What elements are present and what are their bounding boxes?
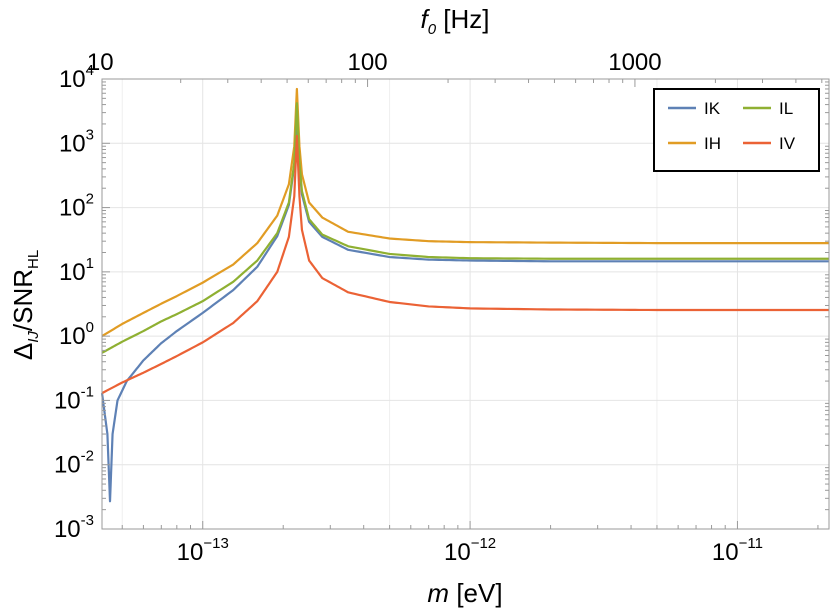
y-tick-exp: -3: [81, 512, 94, 529]
x-tick-label-0: 10−13: [177, 535, 229, 566]
y-tick-base: 10: [54, 516, 81, 543]
legend-label-il: IL: [779, 99, 793, 118]
legend-box: [653, 88, 820, 172]
y-tick-exp: 1: [86, 255, 94, 272]
legend-label-iv: IV: [779, 134, 796, 153]
plot-frame: [101, 78, 830, 530]
x-tick-exp: −11: [739, 535, 763, 552]
top-tick-label-1: 100: [348, 49, 388, 76]
x-tick-label-2: 10−11: [712, 535, 763, 566]
y-tick-label-7: 104: [59, 62, 94, 93]
legend: IK IL IH IV: [653, 88, 820, 172]
axes: [101, 78, 830, 530]
x-tick-base: 10: [712, 539, 739, 566]
series-group: [100, 87, 829, 503]
y-tick-base: 10: [54, 387, 81, 414]
series-line-iv: [101, 134, 829, 395]
y-axis-title: ΔIJ/SNRHL: [8, 250, 42, 360]
series-line-il: [101, 102, 829, 354]
y-tick-label-0: 10-3: [54, 512, 94, 543]
y-tick-base: 10: [59, 323, 86, 350]
y-tick-exp: -1: [81, 383, 94, 400]
y-tick-base: 10: [59, 130, 86, 157]
y-tick-exp: 3: [86, 126, 94, 143]
y-tick-label-6: 103: [59, 126, 94, 157]
x-tick-exp: −12: [471, 535, 496, 552]
y-tick-exp: 0: [86, 319, 94, 336]
y-tick-base: 10: [54, 452, 81, 479]
y-tick-base: 10: [59, 195, 86, 222]
x-axis-title: m [eV]: [427, 578, 502, 608]
y-tick-label-3: 100: [59, 319, 94, 350]
y-tick-label-5: 102: [59, 191, 94, 222]
top-axis-title: f0 [Hz]: [420, 4, 489, 38]
top-tick-label-0: 10: [87, 49, 114, 76]
legend-label-ih: IH: [704, 134, 721, 153]
y-tick-base: 10: [59, 66, 86, 93]
x-tick-base: 10: [177, 539, 204, 566]
y-tick-exp: -2: [81, 448, 94, 465]
top-tick-label-2: 1000: [608, 49, 661, 76]
y-tick-label-1: 10-2: [54, 448, 94, 479]
y-tick-label-4: 101: [59, 255, 94, 286]
y-tick-exp: 4: [86, 62, 94, 79]
y-tick-base: 10: [59, 259, 86, 286]
x-tick-exp: −13: [203, 535, 228, 552]
y-tick-label-2: 10-1: [54, 383, 94, 414]
x-tick-label-1: 10−12: [444, 535, 496, 566]
legend-label-ik: IK: [704, 99, 721, 118]
x-tick-base: 10: [444, 539, 471, 566]
y-tick-exp: 2: [86, 191, 94, 208]
